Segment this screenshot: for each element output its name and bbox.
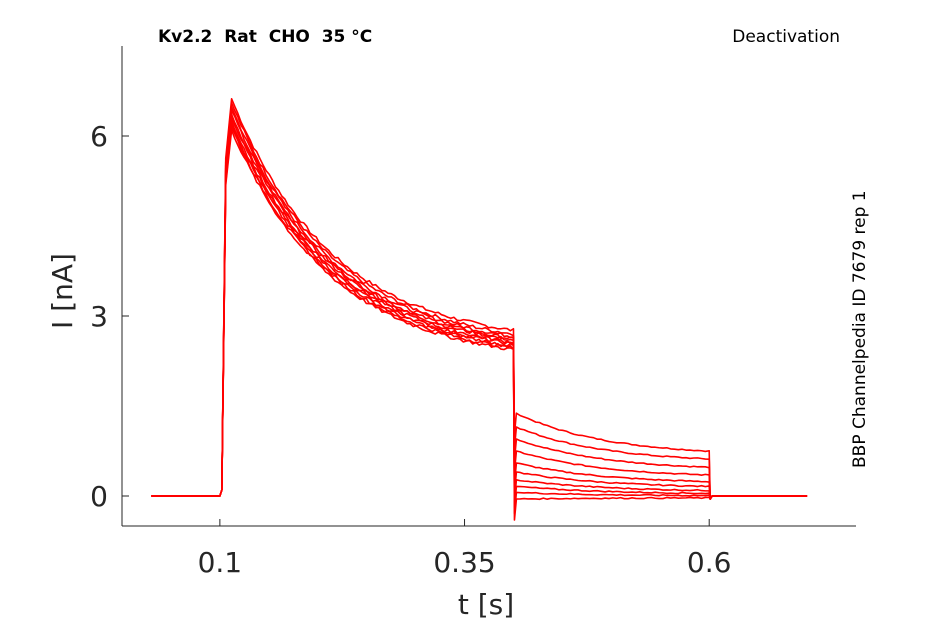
trace-series-1 xyxy=(151,98,808,500)
y-tick-label: 0 xyxy=(90,480,108,513)
y-tick-label: 6 xyxy=(90,120,108,153)
trace-series-3 xyxy=(151,106,808,500)
axes xyxy=(121,46,856,527)
x-tick-label: 0.35 xyxy=(433,546,495,579)
y-tick-label: 3 xyxy=(90,300,108,333)
trace-series-8 xyxy=(151,123,808,509)
tick-labels: 0.1 0.35 0.6 0 3 6 xyxy=(90,120,731,579)
trace-series-5 xyxy=(151,113,808,500)
x-tick-label: 0.1 xyxy=(198,546,243,579)
protocol-label: Deactivation xyxy=(732,27,840,47)
x-tick-label: 0.6 xyxy=(687,546,732,579)
y-axis-label: I [nA] xyxy=(46,253,79,329)
trace-series-2 xyxy=(151,102,808,500)
trace-series-10 xyxy=(151,129,808,521)
trace-series-7 xyxy=(151,120,808,502)
x-axis-label: t [s] xyxy=(458,588,514,621)
chart-title: Kv2.2 Rat CHO 35 °C xyxy=(158,27,373,47)
source-label: BBP Channelpedia ID 7679 rep 1 xyxy=(850,190,870,468)
trace-series-6 xyxy=(151,117,808,500)
trace-series-9 xyxy=(151,126,808,515)
current-traces xyxy=(151,98,808,521)
